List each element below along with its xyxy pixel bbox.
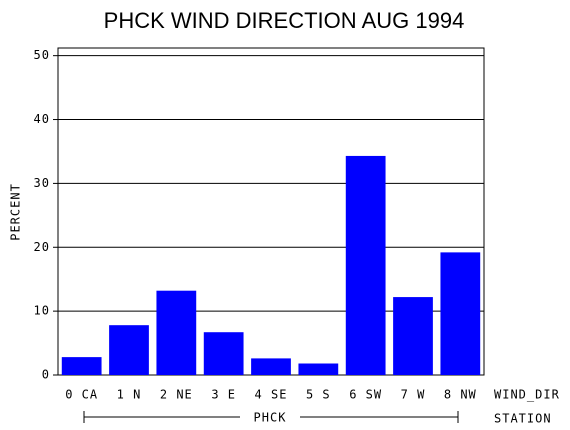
x-tick-label: 4 SE bbox=[255, 388, 288, 402]
x-tick-label: 1 N bbox=[117, 388, 142, 402]
group-axis-label: STATION bbox=[494, 412, 552, 426]
y-tick-label: 50 bbox=[34, 48, 50, 62]
y-tick-label: 30 bbox=[34, 176, 50, 190]
bar bbox=[156, 290, 197, 375]
x-tick-label: 2 NE bbox=[160, 388, 193, 402]
bar bbox=[440, 252, 481, 375]
x-tick-label: 8 NW bbox=[444, 388, 477, 402]
x-tick-label: 5 S bbox=[306, 388, 331, 402]
y-axis-label: PERCENT bbox=[9, 183, 23, 241]
bar bbox=[298, 363, 339, 375]
y-tick-label: 10 bbox=[34, 304, 50, 318]
bar bbox=[251, 358, 291, 375]
bar bbox=[393, 297, 433, 375]
x-axis-label: WIND_DIR bbox=[494, 388, 560, 402]
y-tick-label: 0 bbox=[42, 368, 50, 382]
x-tick-label: 0 CA bbox=[65, 388, 98, 402]
bar bbox=[203, 332, 244, 375]
x-tick-label: 6 SW bbox=[349, 388, 382, 402]
group-label: PHCK bbox=[254, 411, 287, 425]
chart-title: PHCK WIND DIRECTION AUG 1994 bbox=[104, 8, 465, 33]
bar bbox=[61, 357, 102, 375]
bar bbox=[109, 325, 149, 375]
y-tick-label: 40 bbox=[34, 112, 50, 126]
bar bbox=[345, 155, 386, 375]
x-tick-label: 3 E bbox=[211, 388, 236, 402]
x-tick-label: 7 W bbox=[401, 388, 426, 402]
y-tick-label: 20 bbox=[34, 240, 50, 254]
